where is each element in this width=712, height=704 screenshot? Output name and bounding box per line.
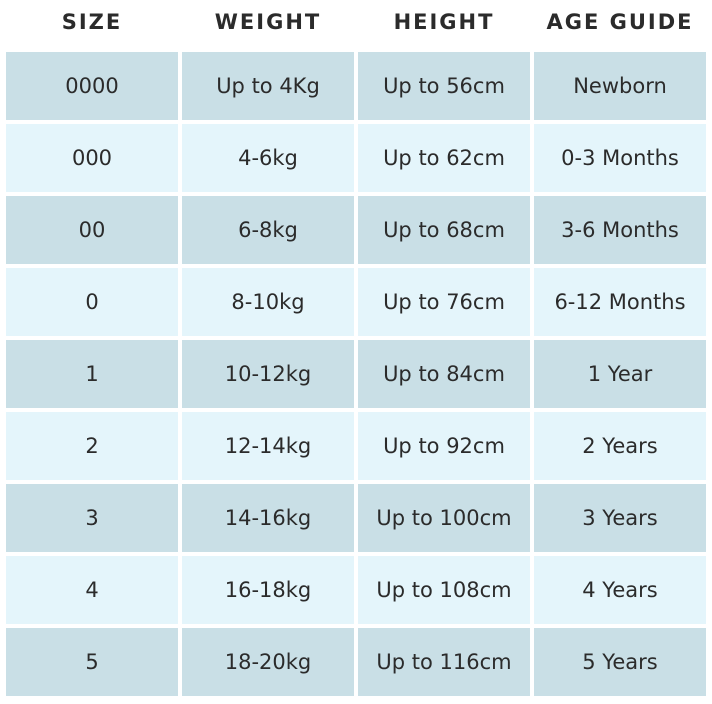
- table-cell: Up to 92cm: [358, 412, 530, 480]
- table-cell: 0: [6, 268, 178, 336]
- table-cell: Up to 62cm: [358, 124, 530, 192]
- table-cell: 5 Years: [534, 628, 706, 696]
- table-cell: 6-12 Months: [534, 268, 706, 336]
- table-cell: Up to 108cm: [358, 556, 530, 624]
- table-cell: 16-18kg: [182, 556, 354, 624]
- table-cell: 3: [6, 484, 178, 552]
- table-cell: Up to 4Kg: [182, 52, 354, 120]
- table-cell: 4: [6, 556, 178, 624]
- table-cell: Up to 68cm: [358, 196, 530, 264]
- table-cell: 5: [6, 628, 178, 696]
- table-cell: 00: [6, 196, 178, 264]
- table-cell: 10-12kg: [182, 340, 354, 408]
- table-cell: 0000: [6, 52, 178, 120]
- table-cell: Up to 76cm: [358, 268, 530, 336]
- table-cell: Up to 56cm: [358, 52, 530, 120]
- table-cell: 8-10kg: [182, 268, 354, 336]
- table-cell: 2: [6, 412, 178, 480]
- table-cell: 3-6 Months: [534, 196, 706, 264]
- column-header: WEIGHT: [214, 10, 322, 34]
- column-header: AGE GUIDE: [546, 10, 694, 34]
- table-cell: 14-16kg: [182, 484, 354, 552]
- table-cell: 12-14kg: [182, 412, 354, 480]
- table-cell: Up to 84cm: [358, 340, 530, 408]
- table-cell: 4 Years: [534, 556, 706, 624]
- table-cell: 1: [6, 340, 178, 408]
- table-cell: 000: [6, 124, 178, 192]
- table-cell: 2 Years: [534, 412, 706, 480]
- table-cell: 0-3 Months: [534, 124, 706, 192]
- table-cell: Newborn: [534, 52, 706, 120]
- table-cell: Up to 116cm: [358, 628, 530, 696]
- table-cell: Up to 100cm: [358, 484, 530, 552]
- column-header: SIZE: [61, 10, 123, 34]
- table-cell: 1 Year: [534, 340, 706, 408]
- table-cell: 18-20kg: [182, 628, 354, 696]
- table-cell: 3 Years: [534, 484, 706, 552]
- table-cell: 4-6kg: [182, 124, 354, 192]
- table-cell: 6-8kg: [182, 196, 354, 264]
- column-header: HEIGHT: [393, 10, 495, 34]
